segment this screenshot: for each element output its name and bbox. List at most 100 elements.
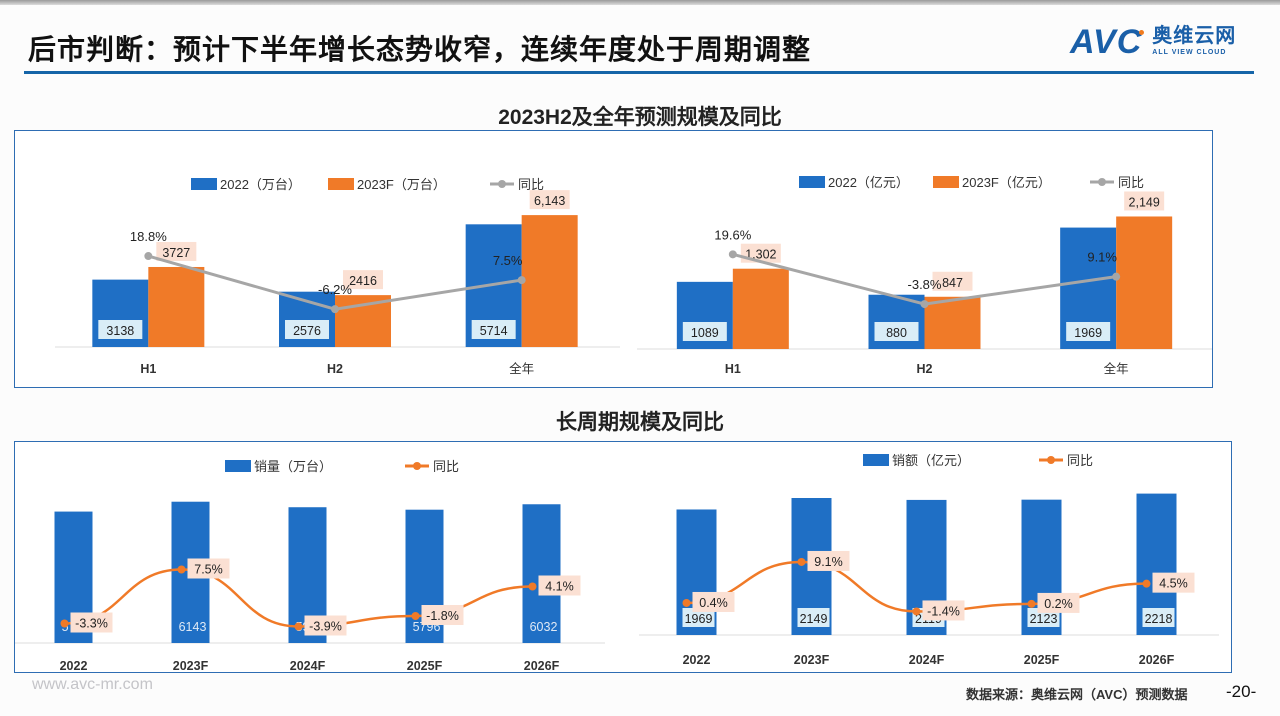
category-label: 2024F [909, 653, 945, 667]
value-label: 2149 [800, 612, 828, 626]
value-label: 1969 [1074, 326, 1102, 340]
category-label: 2026F [1139, 653, 1175, 667]
yoy-label: 7.5% [194, 563, 223, 577]
legend-swatch-marker [498, 180, 506, 188]
category-label: 2026F [524, 659, 560, 672]
legend-swatch-bar [933, 176, 959, 188]
yoy-marker [797, 557, 806, 566]
legend-label: 2023F（亿元） [962, 175, 1051, 190]
yoy-marker [1112, 272, 1121, 281]
value-label-box [285, 320, 329, 339]
bar-series-b [732, 268, 789, 349]
value-label: 6143 [179, 620, 207, 634]
category-label: 2022 [683, 653, 711, 667]
category-label: 2023F [794, 653, 830, 667]
bar-series-b [148, 266, 205, 347]
value-label: 2416 [349, 274, 377, 288]
value-label-box [343, 270, 383, 290]
bottom-chart-panel: 销量（万台）同比5714202261432023F59032024F579620… [14, 441, 1232, 673]
yoy-marker [728, 250, 737, 259]
value-label: 6032 [530, 620, 558, 634]
value-label-box [1066, 322, 1111, 341]
bar-series-b [924, 296, 981, 349]
yoy-label: -1.8% [426, 609, 459, 623]
top-edge-bar [0, 0, 1280, 5]
yoy-label: 4.1% [545, 580, 574, 594]
yoy-marker [528, 582, 537, 591]
yoy-label: 0.2% [1044, 597, 1073, 611]
yoy-marker [517, 276, 526, 285]
yoy-label: -6.2% [318, 282, 352, 297]
value-label: 2123 [1030, 612, 1058, 626]
legend-swatch-bar [225, 460, 251, 472]
yoy-label: 4.5% [1159, 577, 1188, 591]
bottom-section-title: 长周期规模及同比 [556, 411, 724, 434]
yoy-label-box [1152, 572, 1195, 593]
category-label: 2024F [290, 659, 326, 672]
legend-label: 2022（亿元） [828, 175, 909, 190]
yoy-marker [294, 622, 303, 631]
yoy-marker [144, 252, 153, 261]
yoy-marker [331, 305, 339, 314]
value-label: 3138 [106, 324, 134, 338]
logo-cn: 奥维云网 [1152, 25, 1237, 47]
yoy-marker [1027, 599, 1036, 608]
value-label-box [1142, 608, 1175, 627]
yoy-marker [1142, 579, 1151, 588]
legend-swatch-bar [191, 178, 217, 190]
legend-label: 同比 [1067, 453, 1093, 468]
legend-label: 2022（万台） [220, 177, 301, 192]
category-label: 2023F [173, 659, 209, 672]
bar-series-b [1116, 216, 1173, 349]
value-label-box [98, 320, 143, 339]
legend-label: 同比 [1118, 175, 1144, 190]
yoy-label: 18.8% [130, 229, 167, 244]
yoy-marker [177, 565, 186, 574]
value-label: 5714 [480, 324, 508, 338]
page-number: -20- [1226, 682, 1257, 701]
legend-swatch-marker [1098, 178, 1106, 186]
chart-h-volume: 2022（万台） 2023F（万台） 同比 3138 3727 H1 2576 2416 H2 5… [55, 177, 620, 376]
yoy-label-box [421, 605, 464, 625]
value-label-box [1124, 191, 1165, 211]
value-label: 1969 [685, 612, 713, 626]
logo-mark-text: AVC [1070, 23, 1143, 61]
yoy-label-box [187, 558, 230, 579]
yoy-label: 9.1% [1087, 250, 1117, 265]
yoy-label-box [922, 600, 965, 621]
yoy-label: -3.3% [75, 617, 108, 631]
yoy-label: -1.4% [927, 604, 960, 618]
top-section-title: 2023H2及全年预测规模及同比 [498, 106, 782, 129]
category-label: H1 [140, 362, 156, 376]
page-title: 后市判断：预计下半年增长态势收窄，连续年度处于周期调整 [28, 34, 812, 65]
value-label-box [529, 190, 570, 210]
yoy-label: -3.8% [908, 277, 942, 292]
value-label: 2576 [293, 324, 321, 338]
value-label-box [682, 322, 727, 341]
value-label: 6,143 [534, 194, 565, 208]
bar-series-b [521, 215, 578, 347]
yoy-marker [912, 607, 921, 616]
value-label-box [682, 608, 715, 627]
yoy-label-box [692, 591, 735, 612]
yoy-label: 19.6% [714, 227, 751, 242]
data-source: 数据来源：奥维云网（AVC）预测数据 [966, 687, 1188, 702]
category-label: 2022 [60, 659, 88, 672]
yoy-label-box [538, 575, 581, 596]
yoy-label: -3.9% [309, 620, 342, 634]
value-label-box [471, 320, 516, 339]
title-underline [24, 71, 1254, 74]
category-label: H2 [327, 362, 343, 376]
category-label: 2025F [407, 659, 443, 672]
logo-mark: AVC [1070, 23, 1145, 61]
value-label-box [156, 241, 197, 261]
footer-url: www.avc-mr.com [32, 676, 153, 693]
yoy-marker [411, 612, 420, 620]
value-label-box [932, 271, 973, 291]
chart-long-revenue: 销额（亿元）同比1969202221492023F21192024F212320… [639, 453, 1219, 667]
yoy-label-box [304, 615, 347, 636]
category-label: H1 [725, 362, 741, 376]
legend-swatch-bar [863, 454, 889, 466]
category-label: 全年 [509, 361, 534, 376]
value-label: 2,149 [1129, 195, 1160, 209]
